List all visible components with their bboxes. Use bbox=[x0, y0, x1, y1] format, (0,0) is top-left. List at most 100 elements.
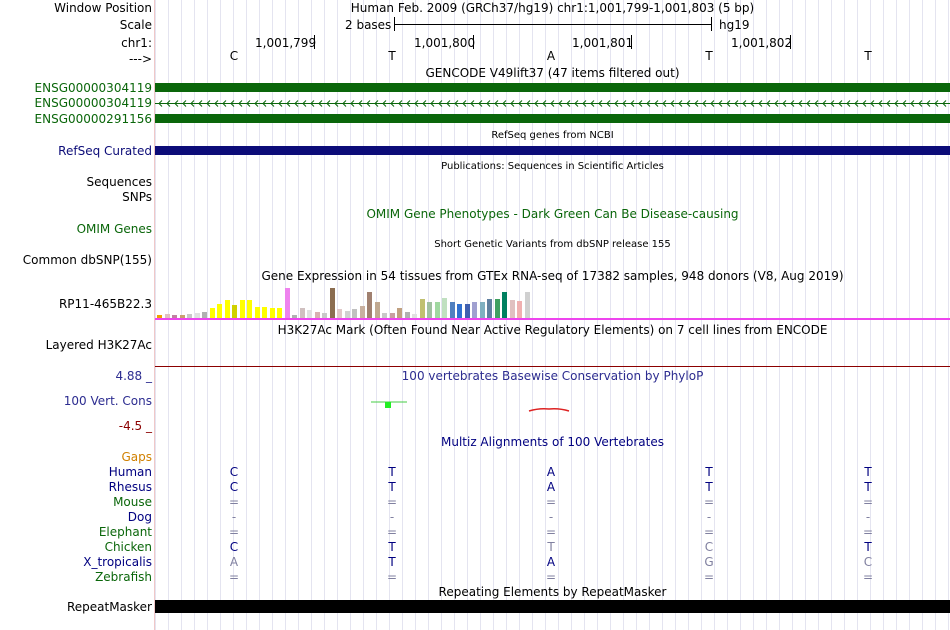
gtex-tissue-bar[interactable] bbox=[194, 313, 200, 318]
gtex-tissue-bar[interactable] bbox=[449, 302, 455, 318]
gridline bbox=[571, 0, 572, 630]
gtex-tissue-bar[interactable] bbox=[434, 302, 440, 318]
gtex-tissue-bar[interactable] bbox=[254, 307, 260, 318]
gtex-tissue-bar[interactable] bbox=[404, 312, 410, 318]
gtex-tissue-bar[interactable] bbox=[269, 308, 275, 318]
gtex-track-title[interactable]: Gene Expression in 54 tissues from GTEx … bbox=[261, 269, 844, 283]
gtex-tissue-bar[interactable] bbox=[172, 315, 177, 318]
gtex-tissue-bar[interactable] bbox=[217, 304, 222, 318]
gencode-track-title[interactable]: GENCODE V49lift37 (47 items filtered out… bbox=[425, 66, 680, 80]
repeatmasker-element-bar[interactable] bbox=[155, 600, 950, 613]
gtex-tissue-bar[interactable] bbox=[262, 307, 267, 318]
gtex-tissue-bar[interactable] bbox=[314, 312, 320, 318]
track-display[interactable]: Human Feb. 2009 (GRCh37/hg19) chr1:1,001… bbox=[155, 0, 950, 630]
phylop-positive-score bbox=[385, 402, 391, 408]
h3k27ac-baseline bbox=[155, 366, 950, 367]
gtex-tissue-bar[interactable] bbox=[412, 314, 417, 318]
gtex-expression-plot[interactable] bbox=[155, 284, 950, 318]
layered-h3k27ac-label[interactable]: Layered H3K27Ac bbox=[45, 338, 152, 352]
gtex-tissue-bar[interactable] bbox=[344, 311, 350, 318]
gtex-tissue-bar[interactable] bbox=[427, 302, 432, 318]
repeatmasker-label[interactable]: RepeatMasker bbox=[66, 600, 152, 614]
strand-chevron bbox=[270, 100, 275, 107]
sequences-label[interactable]: Sequences bbox=[86, 175, 152, 189]
gtex-tissue-bar[interactable] bbox=[464, 304, 470, 318]
gtex-tissue-bar[interactable] bbox=[367, 292, 372, 318]
gtex-tissue-bar[interactable] bbox=[374, 302, 380, 318]
gridline bbox=[896, 0, 897, 630]
strand-chevron bbox=[342, 100, 347, 107]
gtex-tissue-bar[interactable] bbox=[494, 299, 500, 318]
phylop-track-title[interactable]: 100 vertebrates Basewise Conservation by… bbox=[401, 369, 704, 383]
strand-chevron bbox=[550, 100, 555, 107]
phylop-track-label[interactable]: 100 Vert. Cons bbox=[63, 394, 152, 408]
gencode-gene-bar-3[interactable] bbox=[155, 114, 950, 123]
reference-base: T bbox=[705, 49, 713, 63]
gridline bbox=[714, 0, 715, 630]
gtex-tissue-bar[interactable] bbox=[472, 302, 477, 318]
gtex-tissue-bar[interactable] bbox=[524, 292, 530, 318]
snps-label[interactable]: SNPs bbox=[122, 190, 152, 204]
gtex-tissue-bar[interactable] bbox=[202, 312, 207, 318]
gtex-tissue-bar[interactable] bbox=[337, 309, 342, 318]
dbsnp-track-title[interactable]: Short Genetic Variants from dbSNP releas… bbox=[434, 239, 671, 250]
gtex-tissue-bar[interactable] bbox=[442, 298, 447, 318]
strand-chevron bbox=[758, 100, 763, 107]
gtex-tissue-bar[interactable] bbox=[359, 306, 365, 318]
gtex-tissue-bar[interactable] bbox=[479, 302, 485, 318]
gtex-tissue-bar[interactable] bbox=[224, 300, 230, 318]
gencode-item-label-1[interactable]: ENSG00000304119 bbox=[34, 81, 152, 95]
gtex-tissue-bar[interactable] bbox=[232, 305, 237, 318]
gtex-tissue-bar[interactable] bbox=[352, 309, 357, 318]
gencode-intron-line-2[interactable] bbox=[155, 98, 950, 109]
publications-track-title[interactable]: Publications: Sequences in Scientific Ar… bbox=[441, 161, 664, 172]
gtex-tissue-bar[interactable] bbox=[457, 304, 462, 318]
gtex-tissue-bar[interactable] bbox=[509, 300, 515, 318]
gtex-tissue-bar[interactable] bbox=[247, 300, 252, 318]
omim-track-title[interactable]: OMIM Gene Phenotypes - Dark Green Can Be… bbox=[366, 207, 739, 221]
repeatmasker-track-title[interactable]: Repeating Elements by RepeatMasker bbox=[438, 585, 667, 599]
refseq-gene-bar[interactable] bbox=[155, 146, 950, 155]
gtex-tissue-bar[interactable] bbox=[187, 314, 192, 318]
refseq-track-title[interactable]: RefSeq genes from NCBI bbox=[491, 130, 614, 141]
strand-chevron bbox=[390, 100, 395, 107]
gridline bbox=[246, 0, 247, 630]
species-label-mouse: Mouse bbox=[113, 495, 152, 509]
gtex-tissue-bar[interactable] bbox=[277, 308, 282, 318]
gtex-tissue-bar[interactable] bbox=[487, 299, 492, 318]
multiz-track-title[interactable]: Multiz Alignments of 100 Vertebrates bbox=[440, 435, 665, 449]
omim-genes-label[interactable]: OMIM Genes bbox=[76, 222, 152, 236]
gencode-item-label-3[interactable]: ENSG00000291156 bbox=[34, 112, 152, 126]
gtex-tissue-bar[interactable] bbox=[502, 292, 507, 318]
ruler-tick-label: 1,001,800 bbox=[414, 36, 476, 50]
gtex-tissue-bar[interactable] bbox=[382, 313, 387, 318]
gencode-gene-bar-1[interactable] bbox=[155, 83, 950, 92]
gridline bbox=[155, 0, 156, 630]
gencode-item-label-2[interactable]: ENSG00000304119 bbox=[34, 96, 152, 110]
gtex-tissue-bar[interactable] bbox=[292, 315, 297, 318]
gtex-tissue-bar[interactable] bbox=[329, 288, 335, 318]
gtex-tissue-bar[interactable] bbox=[299, 308, 305, 318]
gtex-tissue-bar[interactable] bbox=[157, 315, 162, 318]
gtex-tissue-bar[interactable] bbox=[284, 288, 290, 318]
gtex-tissue-bar[interactable] bbox=[322, 313, 327, 318]
gtex-tissue-bar[interactable] bbox=[164, 314, 170, 318]
gtex-tissue-bar[interactable] bbox=[397, 308, 402, 318]
h3k27ac-track-title[interactable]: H3K27Ac Mark (Often Found Near Active Re… bbox=[277, 323, 828, 337]
phylop-max-label: 4.88 _ bbox=[115, 369, 152, 383]
gtex-gene-bar[interactable] bbox=[155, 318, 950, 320]
common-dbsnp-label[interactable]: Common dbSNP(155) bbox=[22, 253, 152, 267]
gtex-tissue-bar[interactable] bbox=[209, 308, 215, 318]
gridline bbox=[909, 0, 910, 630]
strand-chevron bbox=[806, 100, 811, 107]
strand-chevron bbox=[894, 100, 899, 107]
gtex-tissue-bar[interactable] bbox=[517, 301, 522, 318]
refseq-curated-label[interactable]: RefSeq Curated bbox=[58, 144, 152, 158]
gtex-tissue-bar[interactable] bbox=[307, 310, 312, 318]
gtex-gene-label[interactable]: RP11-465B22.3 bbox=[58, 297, 152, 311]
gtex-tissue-bar[interactable] bbox=[419, 299, 425, 318]
gtex-tissue-bar[interactable] bbox=[389, 313, 395, 318]
phylop-graph[interactable] bbox=[155, 396, 950, 416]
gtex-tissue-bar[interactable] bbox=[179, 315, 185, 318]
gtex-tissue-bar[interactable] bbox=[239, 300, 245, 318]
